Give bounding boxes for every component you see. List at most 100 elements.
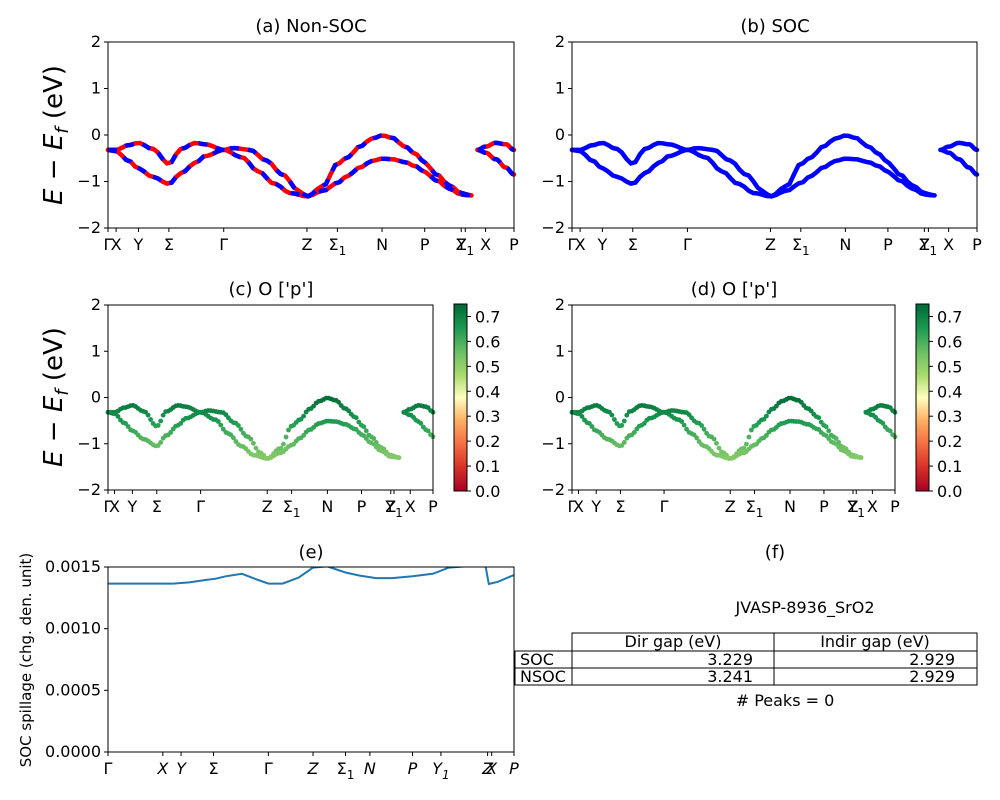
panel-c-xtick-label: P — [357, 497, 367, 516]
panel-c-projected-point — [283, 434, 289, 440]
panel-a-band-line — [477, 140, 515, 153]
colorbar-tick-label: 0.0 — [475, 482, 500, 501]
panel-b-xtick-label: Y1 — [919, 235, 937, 258]
panel-d-projected-point — [631, 430, 637, 435]
panel-d-projected-point — [880, 420, 886, 426]
panel-b-band-line — [569, 145, 937, 199]
panel-e-xtick-label: Y — [176, 759, 187, 778]
panel-a-xtick-label: X — [480, 235, 491, 254]
panel-c-projected-point — [346, 408, 352, 414]
panel-a-xtick-label: N — [376, 235, 388, 254]
panel-c-projected-point — [301, 433, 306, 438]
panel-b-xtick-label: Γ — [568, 235, 577, 254]
panel-c-xtick-label: P — [428, 497, 438, 516]
colorbar-tick-label: 0.5 — [475, 357, 500, 376]
panel-c-ytick-label: −2 — [77, 480, 101, 499]
panel-a-ytick-label: −1 — [77, 172, 101, 191]
panel-b-xtick-label: Y — [596, 235, 607, 254]
colorbar-tick-label: 0.3 — [937, 407, 962, 426]
panel-a-title: (a) Non-SOC — [255, 16, 366, 37]
panel-d-projected-point — [833, 436, 839, 441]
panel-b-xtick-label: Σ1 — [792, 235, 810, 258]
panel-c-xtick-label: Γ — [196, 497, 205, 516]
panel-d-projected-point — [711, 436, 717, 442]
panel-d-projected-point — [808, 408, 814, 414]
panel-d-projected-point — [589, 424, 595, 429]
panel-b-ytick-label: 1 — [555, 79, 565, 98]
panel-d-projected-bands: 210−1−2ΓX Y Σ Γ Z Σ1 N P ZY1 X P — [541, 295, 900, 520]
panel-d-projected-point — [681, 422, 687, 428]
panel-d-xtick-label: Z — [848, 497, 859, 516]
panel-b-xtick-label: X — [575, 235, 586, 254]
panel-b-xtick-label: N — [839, 235, 851, 254]
panel-e-xtick-label: Y1 — [432, 759, 449, 782]
panel-d-projected-point — [621, 440, 627, 445]
panel-d-ytick-label: 2 — [555, 295, 565, 314]
panel-c-ytick-label: −1 — [77, 434, 101, 453]
row-soc-label: SOC — [520, 650, 554, 669]
panel-b-xtick-label: X — [943, 235, 954, 254]
panel-c-xtick-label: Z — [262, 497, 273, 516]
panel-d-ytick-label: 0 — [555, 388, 565, 407]
panel-d-projected-point — [858, 455, 864, 460]
panel-d-xtick-label: Y — [590, 497, 601, 516]
colorbar-tick-label: 0.0 — [937, 482, 962, 501]
header-dir-gap: Dir gap (eV) — [625, 632, 722, 651]
panel-e-ytick-label: 0.0000 — [45, 742, 101, 761]
panel-a-xtick-label: Σ1 — [329, 235, 347, 258]
panel-c-projected-point — [425, 428, 431, 434]
panel-a-ytick-label: 2 — [91, 32, 101, 51]
panel-d-xtick-label: Y1 — [847, 497, 865, 520]
material-id: JVASP-8936_SrO2 — [734, 598, 874, 618]
panel-c-xtick-label: Γ — [104, 497, 113, 516]
panel-e-ylabel: SOC spillage (chg. den. unit) — [17, 553, 35, 768]
panel-e-title: (e) — [298, 542, 323, 563]
panel-d-projected-point — [764, 413, 769, 419]
colorbar-tick-label: 0.6 — [937, 332, 962, 351]
panel-e-xtick-label: Z — [307, 759, 320, 778]
panel-a-xtick-label: Y1 — [456, 235, 474, 258]
panel-c-projected-point — [215, 419, 221, 424]
colorbar-tick-label: 0.5 — [937, 357, 962, 376]
panel-b-xtick-label: P — [972, 235, 982, 254]
panel-a-ytick-label: 1 — [91, 79, 101, 98]
panel-b-xtick-label: Z — [919, 235, 930, 254]
panel-c-colorbar-ticks: 0.7 0.6 0.5 0.4 0.3 0.2 0.1 0.0 — [467, 307, 500, 501]
panel-b-ytick-label: 0 — [555, 125, 565, 144]
panel-d-projected-point — [744, 441, 749, 447]
panel-d-projected-point — [816, 415, 822, 421]
panel-d-projected-point — [621, 418, 627, 424]
panel-e-xtick-label: Σ — [209, 759, 219, 778]
panel-a-band-line — [105, 145, 474, 199]
panel-e-xtick-label: X — [156, 759, 169, 778]
panel-c-projected-point — [158, 440, 164, 445]
panel-a-xtick-label: P — [509, 235, 519, 254]
colorbar-tick-label: 0.4 — [937, 382, 962, 401]
panel-a-band-line — [477, 147, 515, 177]
colorbar-tick-label: 0.6 — [475, 332, 500, 351]
panel-d-projected-point — [716, 445, 722, 451]
panel-d-projected-point — [579, 414, 585, 419]
panel-c-projected-point — [363, 428, 369, 434]
panel-a-xtick-label: Γ — [219, 235, 228, 254]
panel-c-xtick-label: X — [109, 497, 120, 516]
panel-c-xtick-label: N — [321, 497, 333, 516]
panel-d-projected-point — [694, 435, 699, 441]
panel-c-projected-point — [125, 424, 131, 429]
panel-e-xtick-label: Γ — [104, 759, 113, 778]
panel-c-projected-point — [160, 412, 166, 418]
panel-c-projected-point — [253, 445, 259, 451]
panel-c-xtick-label: Σ1 — [283, 497, 301, 520]
panel-c-xtick-label: Y — [126, 497, 137, 516]
colorbar-tick-label: 0.4 — [475, 382, 500, 401]
panel-c-projected-point — [238, 426, 244, 432]
panel-d-projected-point — [823, 424, 829, 430]
peaks-count: # Peaks = 0 — [736, 691, 835, 710]
panel-b-xtick-label: Γ — [683, 235, 692, 254]
panel-b-band-line — [569, 133, 937, 199]
panel-c-ytick-label: 2 — [91, 295, 101, 314]
panel-d-ytick-label: −1 — [541, 434, 565, 453]
panel-d-xtick-label: X — [867, 497, 878, 516]
